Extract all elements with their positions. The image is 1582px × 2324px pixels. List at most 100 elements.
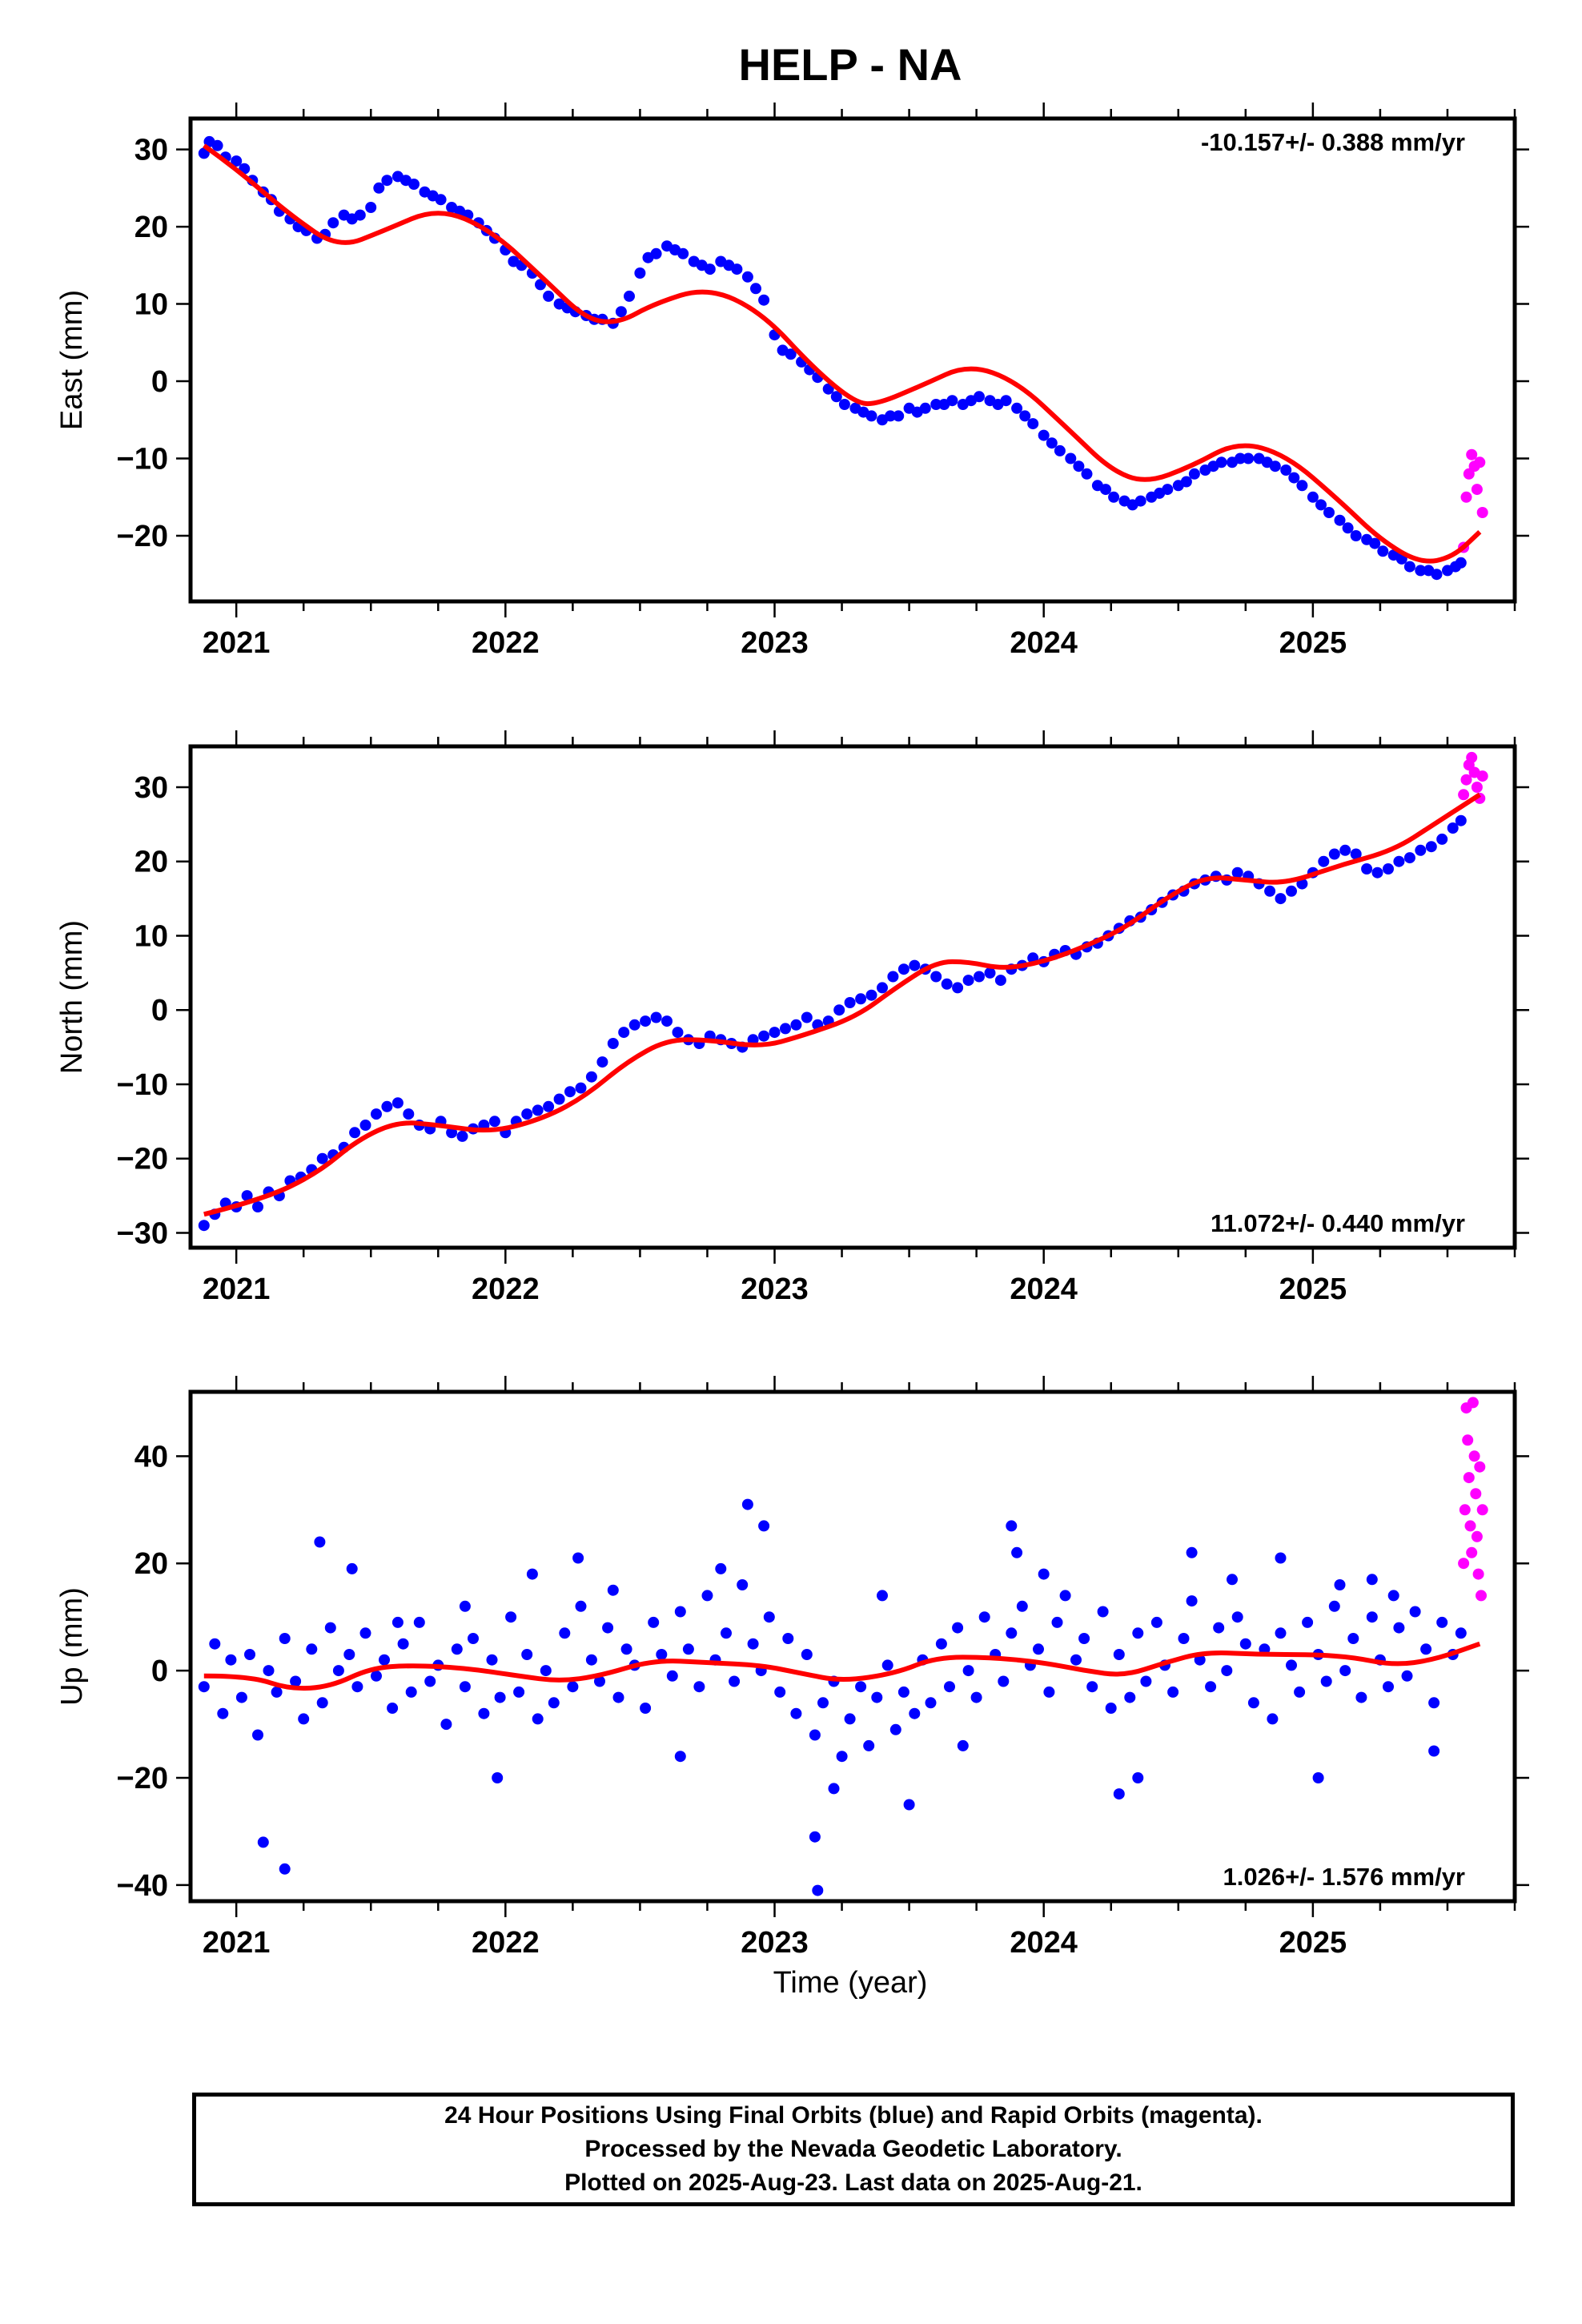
final-point: [1269, 460, 1281, 472]
final-point: [790, 1707, 802, 1719]
final-point: [1355, 1691, 1367, 1703]
final-point: [1264, 885, 1276, 897]
y-tick-label: 20: [135, 846, 168, 879]
final-point: [209, 1638, 221, 1650]
final-point: [1339, 1665, 1351, 1677]
final-point: [897, 1686, 909, 1698]
rapid-point: [1466, 1546, 1478, 1558]
final-point: [871, 1691, 883, 1703]
x-tick-label: 2021: [203, 1926, 271, 1960]
final-point: [535, 279, 546, 291]
final-point: [962, 975, 974, 987]
final-point: [435, 194, 447, 206]
rapid-point: [1471, 484, 1483, 496]
up-model-line: [203, 1641, 1481, 1691]
final-point: [855, 993, 867, 1005]
final-point: [620, 1643, 632, 1655]
final-point: [316, 1152, 328, 1164]
x-tick-label: 2025: [1279, 626, 1347, 660]
y-tick-label: 0: [151, 994, 168, 1027]
final-point: [1436, 1616, 1448, 1628]
final-point: [693, 1681, 705, 1693]
final-point: [1124, 1691, 1136, 1703]
final-point: [346, 1562, 358, 1574]
y-tick-label: 30: [135, 134, 168, 167]
final-point: [957, 1739, 969, 1751]
final-point: [729, 1675, 741, 1687]
final-point: [984, 967, 996, 979]
final-point: [1323, 507, 1335, 518]
final-point: [1383, 863, 1394, 875]
final-point: [252, 1201, 263, 1212]
final-point: [543, 290, 555, 302]
final-point: [1180, 476, 1192, 488]
final-point: [327, 217, 339, 229]
final-point: [1140, 1675, 1152, 1687]
final-point: [526, 1568, 538, 1580]
final-point: [952, 1622, 964, 1634]
final-point: [946, 395, 958, 407]
final-point: [1205, 1681, 1217, 1693]
final-point: [909, 1707, 921, 1719]
rapid-point: [1470, 1488, 1482, 1500]
final-point: [1038, 429, 1050, 441]
final-point: [618, 1027, 630, 1039]
east-rate-label: -10.157+/- 0.388 mm/yr: [1201, 128, 1465, 156]
east-model-line: [203, 143, 1482, 564]
final-point: [1409, 1606, 1421, 1618]
final-point: [1286, 885, 1297, 897]
north-y-axis-label: North (mm): [55, 920, 89, 1074]
final-point: [290, 1675, 302, 1687]
y-tick-label: 0: [151, 1655, 168, 1688]
final-point: [919, 402, 931, 414]
final-point: [225, 1654, 237, 1666]
final-point: [1006, 1520, 1018, 1532]
east-y-axis-label: East (mm): [55, 290, 89, 430]
final-point: [548, 1697, 560, 1709]
final-point: [731, 263, 743, 275]
final-point: [974, 391, 985, 403]
final-point: [575, 1082, 587, 1094]
final-point: [279, 1863, 291, 1875]
final-point: [408, 179, 420, 190]
final-point: [1027, 418, 1039, 430]
up-axes: 2021 2022 2023 2024 2025 40 20 0 −20 −40: [117, 1376, 1529, 1960]
final-point: [1105, 1703, 1117, 1714]
final-point: [1235, 452, 1247, 464]
final-point: [758, 1520, 770, 1532]
final-point: [451, 1643, 463, 1655]
final-point: [903, 1799, 915, 1811]
final-point: [1366, 1574, 1378, 1586]
final-point: [373, 182, 385, 194]
final-point: [674, 1606, 686, 1618]
final-point: [298, 1713, 310, 1725]
north-points: [198, 751, 1488, 1232]
final-point: [306, 1643, 318, 1655]
final-point: [607, 1584, 619, 1596]
final-point: [343, 1649, 355, 1660]
final-point: [666, 1670, 678, 1682]
north-rate-label: 11.072+/- 0.440 mm/yr: [1211, 1209, 1465, 1237]
final-point: [1231, 1611, 1243, 1623]
final-point: [909, 959, 921, 971]
final-point: [532, 1713, 544, 1725]
final-point: [359, 1120, 371, 1131]
chart-title: HELP - NA: [739, 39, 962, 90]
final-point: [741, 1498, 753, 1510]
final-point: [381, 1100, 393, 1112]
final-point: [769, 1027, 781, 1039]
x-tick-label: 2024: [1010, 1273, 1078, 1306]
final-point: [1347, 1633, 1359, 1644]
final-point: [704, 263, 716, 275]
x-tick-label: 2023: [741, 626, 809, 660]
final-point: [661, 1015, 673, 1027]
final-point: [494, 1691, 506, 1703]
final-point: [897, 963, 909, 975]
final-point: [513, 1686, 525, 1698]
final-point: [674, 1751, 686, 1763]
x-tick-label: 2025: [1279, 1926, 1347, 1960]
final-point: [763, 1611, 775, 1623]
final-point: [1307, 491, 1319, 503]
final-point: [701, 1590, 713, 1602]
final-point: [1393, 1622, 1405, 1634]
